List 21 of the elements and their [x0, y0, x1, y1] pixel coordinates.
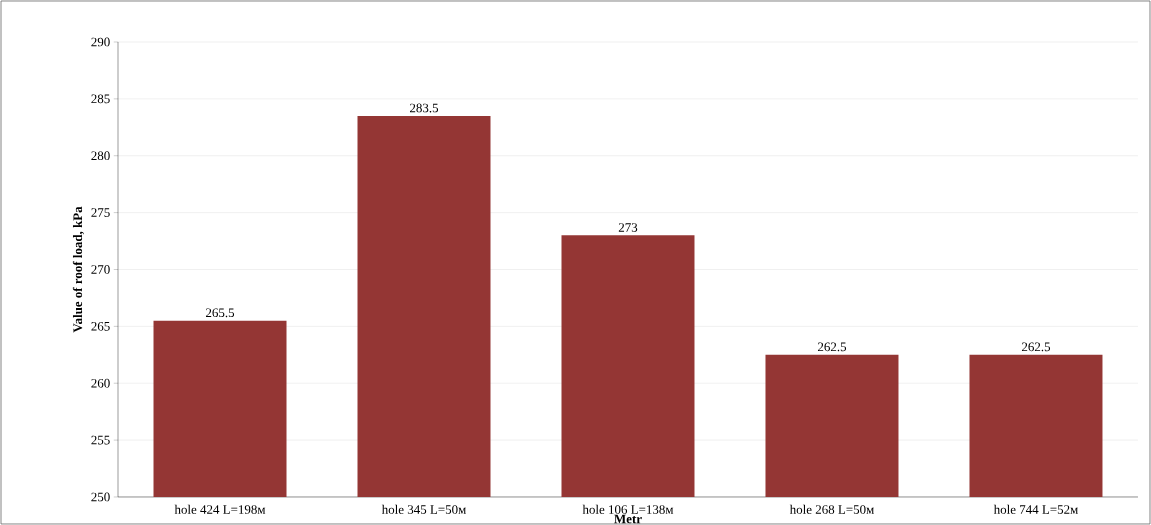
x-axis-title: Metr — [614, 514, 642, 524]
data-label: 262.5 — [817, 342, 847, 352]
data-label: 265.5 — [206, 308, 235, 318]
y-tick-label: 285 — [91, 94, 110, 104]
data-label: 283.5 — [409, 103, 439, 113]
x-tick-label: hole 106 L=138м — [582, 504, 674, 514]
y-tick-label: 270 — [91, 265, 110, 274]
data-label: 262.5 — [1021, 342, 1051, 352]
y-tick-label: 290 — [91, 37, 110, 47]
x-tick-label: hole 424 L=198м — [174, 504, 266, 514]
x-tick-label: hole 268 L=50м — [789, 504, 874, 514]
x-tick-label: hole 345 L=50м — [381, 504, 466, 514]
y-tick-label: 265 — [91, 322, 110, 331]
x-tick-label: hole 744 L=52м — [993, 504, 1078, 514]
y-tick-label: 280 — [91, 151, 110, 161]
y-axis-title: Value of roof load, kPa — [72, 206, 84, 333]
y-tick-label: 250 — [91, 492, 110, 502]
data-label: 273 — [618, 223, 638, 232]
y-tick-label: 255 — [91, 435, 110, 445]
y-tick-label: 275 — [91, 208, 110, 217]
y-tick-label: 260 — [91, 378, 110, 388]
